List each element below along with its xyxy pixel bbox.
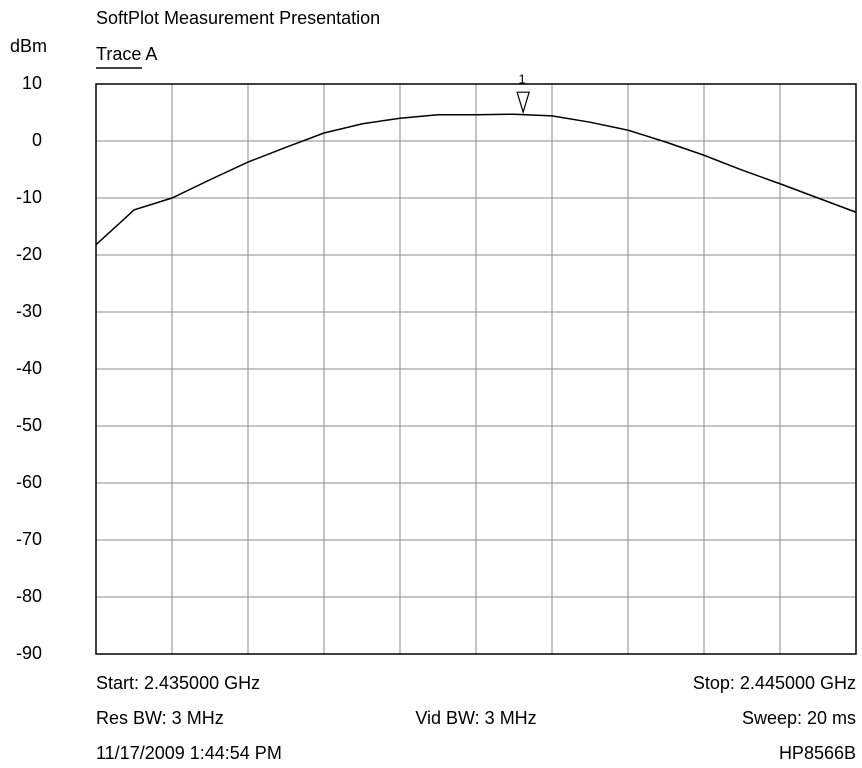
y-tick-label: -60 bbox=[16, 472, 42, 492]
y-axis-label: dBm bbox=[10, 36, 47, 56]
chart-title: SoftPlot Measurement Presentation bbox=[96, 8, 380, 28]
y-tick-label: -30 bbox=[16, 301, 42, 321]
plot-border bbox=[95, 83, 857, 655]
y-tick-label: -50 bbox=[16, 415, 42, 435]
footer-instrument: HP8566B bbox=[779, 743, 856, 763]
trace bbox=[95, 113, 857, 246]
legend-label: Trace A bbox=[96, 44, 157, 64]
y-tick-label: 10 bbox=[22, 73, 42, 93]
footer-res-bw: Res BW: 3 MHz bbox=[96, 708, 224, 728]
footer-timestamp: 11/17/2009 1:44:54 PM bbox=[96, 743, 282, 763]
footer-start: Start: 2.435000 GHz bbox=[96, 673, 260, 693]
y-tick-label: -20 bbox=[16, 244, 42, 264]
y-tick-label: -10 bbox=[16, 187, 42, 207]
footer-stop: Stop: 2.445000 GHz bbox=[693, 673, 856, 693]
marker-label: 1 bbox=[519, 72, 526, 87]
y-tick-label: -70 bbox=[16, 529, 42, 549]
y-tick-label: -80 bbox=[16, 586, 42, 606]
footer-sweep: Sweep: 20 ms bbox=[742, 708, 856, 728]
y-tick-label: -40 bbox=[16, 358, 42, 378]
footer-vid-bw: Vid BW: 3 MHz bbox=[415, 708, 536, 728]
marker bbox=[516, 91, 530, 115]
y-tick-label: -90 bbox=[16, 643, 42, 663]
y-tick-label: 0 bbox=[32, 130, 42, 150]
